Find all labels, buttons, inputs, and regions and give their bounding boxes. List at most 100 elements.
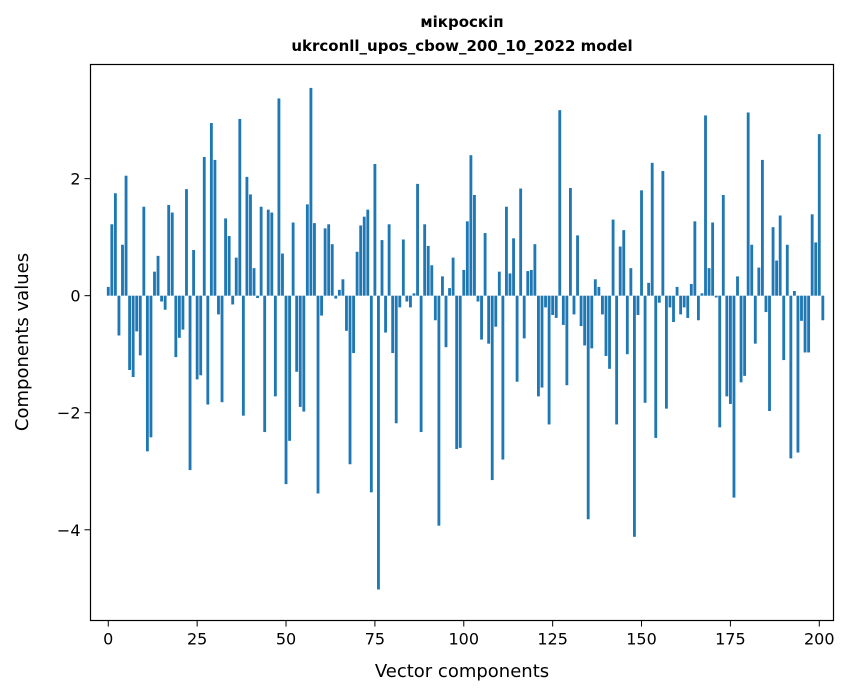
bar-42	[256, 295, 259, 299]
bar-164	[689, 283, 693, 296]
bar-95	[444, 295, 448, 348]
x-axis-ticks: 0 25 50 75 100 125 150 175 200	[103, 620, 835, 649]
bar-40	[249, 194, 252, 296]
bar-30	[213, 159, 217, 296]
bar-83	[401, 239, 405, 296]
bar-27	[202, 156, 206, 296]
chart-title: мікроскіп	[420, 13, 503, 31]
bar-49	[281, 253, 284, 296]
bar-16	[163, 295, 167, 310]
x-tick-label: 125	[537, 630, 568, 649]
bar-129	[565, 295, 569, 386]
bar-18	[170, 212, 174, 296]
bar-69	[352, 295, 355, 354]
bar-1	[110, 224, 114, 296]
bar-50	[284, 295, 288, 485]
bar-102	[469, 155, 473, 296]
bar-90	[426, 245, 430, 296]
bar-170	[711, 222, 715, 296]
bar-148	[633, 295, 636, 537]
y-tick-label: 0	[70, 287, 80, 306]
bar-66	[341, 279, 345, 296]
bar-138	[597, 286, 601, 296]
bar-0	[106, 286, 110, 296]
bar-78	[384, 295, 387, 333]
bar-115	[515, 295, 519, 382]
bar-132	[576, 235, 579, 296]
bar-41	[252, 268, 256, 296]
bar-15	[160, 295, 164, 302]
bar-160	[675, 286, 679, 296]
bar-137	[593, 279, 597, 296]
bar-133	[579, 295, 583, 327]
x-tick-label: 100	[449, 630, 480, 649]
bar-84	[405, 295, 409, 302]
bar-144	[618, 246, 622, 296]
bar-71	[359, 225, 363, 296]
x-tick-label: 200	[804, 630, 835, 649]
bar-127	[558, 110, 562, 296]
x-tick-label: 0	[103, 630, 113, 649]
bar-19	[174, 295, 178, 358]
bar-116	[519, 188, 523, 296]
bar-145	[622, 230, 626, 296]
bar-162	[682, 295, 686, 308]
bar-45	[266, 209, 270, 296]
bar-128	[561, 295, 565, 325]
bar-112	[505, 206, 508, 296]
bar-126	[554, 295, 558, 318]
x-axis-label: Vector components	[375, 661, 549, 682]
bar-191	[785, 244, 789, 296]
bar-63	[330, 244, 334, 296]
x-tick-label: 150	[626, 630, 657, 649]
bar-107	[487, 295, 491, 344]
bar-25	[195, 295, 199, 380]
bar-184	[760, 159, 764, 296]
bar-52	[291, 222, 295, 296]
bar-189	[778, 215, 782, 296]
y-tick-label: 2	[70, 170, 80, 189]
bar-6	[128, 295, 132, 371]
bar-29	[209, 123, 213, 296]
plot-frame	[89, 63, 835, 622]
bar-82	[398, 295, 402, 308]
bar-20	[177, 295, 181, 338]
bar-173	[721, 195, 725, 296]
bar-136	[590, 295, 594, 349]
bar-74	[369, 295, 373, 493]
bar-37	[238, 118, 242, 296]
bar-117	[522, 295, 526, 339]
bar-80	[391, 295, 395, 354]
bar-85	[409, 295, 412, 308]
bar-70	[355, 251, 359, 296]
bar-169	[707, 268, 711, 296]
bar-72	[362, 216, 366, 296]
bar-141	[608, 295, 611, 369]
bar-163	[686, 295, 690, 318]
bar-79	[387, 224, 391, 296]
bar-152	[647, 282, 651, 296]
y-tick-label: −4	[57, 521, 81, 540]
bar-96	[448, 288, 451, 296]
bar-124	[547, 295, 551, 425]
bar-200	[817, 134, 821, 296]
bar-109	[494, 295, 498, 327]
bar-121	[537, 295, 540, 397]
bar-8	[135, 295, 139, 332]
bar-62	[327, 224, 331, 296]
bar-120	[533, 244, 537, 296]
bar-12	[149, 295, 153, 438]
bar-75	[373, 163, 377, 296]
bar-68	[348, 295, 352, 465]
bar-139	[601, 295, 604, 315]
bar-4	[121, 244, 124, 296]
y-axis-ticks: −4 −2 0 2	[57, 170, 91, 540]
y-axis-label: Components values	[12, 253, 33, 431]
bar-11	[145, 295, 149, 452]
bar-125	[551, 295, 555, 315]
bar-54	[298, 295, 302, 407]
bar-24	[192, 250, 196, 296]
bar-201	[821, 295, 825, 321]
bar-166	[696, 295, 700, 321]
